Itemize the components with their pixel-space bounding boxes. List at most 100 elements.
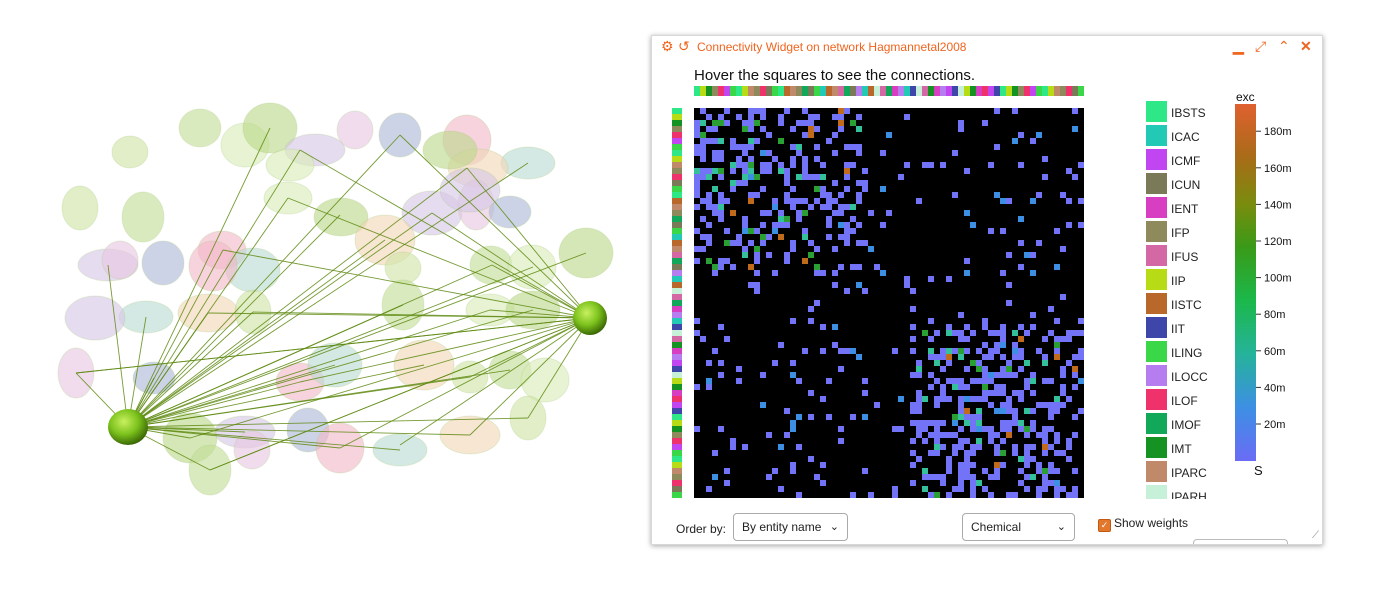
matrix-cell[interactable] xyxy=(766,474,772,480)
matrix-cell[interactable] xyxy=(892,426,898,432)
matrix-cell[interactable] xyxy=(736,162,742,168)
matrix-cell[interactable] xyxy=(694,246,700,252)
legend-item[interactable]: IENT xyxy=(1144,197,1214,219)
matrix-cell[interactable] xyxy=(958,444,964,450)
matrix-cell[interactable] xyxy=(994,342,1000,348)
matrix-cell[interactable] xyxy=(1006,372,1012,378)
legend-item[interactable]: ILOCC xyxy=(1144,365,1214,387)
matrix-cell[interactable] xyxy=(1060,402,1066,408)
matrix-cell[interactable] xyxy=(706,192,712,198)
matrix-cell[interactable] xyxy=(778,138,784,144)
matrix-cell[interactable] xyxy=(844,348,850,354)
matrix-cell[interactable] xyxy=(724,240,730,246)
matrix-cell[interactable] xyxy=(754,282,760,288)
matrix-cell[interactable] xyxy=(760,126,766,132)
matrix-cell[interactable] xyxy=(1000,336,1006,342)
matrix-cell[interactable] xyxy=(742,216,748,222)
matrix-cell[interactable] xyxy=(1024,474,1030,480)
show-weights-toggle[interactable]: ✓ Show weights xyxy=(1098,516,1188,532)
matrix-cell[interactable] xyxy=(1024,450,1030,456)
matrix-cell[interactable] xyxy=(916,456,922,462)
matrix-cell[interactable] xyxy=(898,426,904,432)
matrix-cell[interactable] xyxy=(754,288,760,294)
legend-item[interactable]: ICMF xyxy=(1144,149,1214,171)
matrix-cell[interactable] xyxy=(952,330,958,336)
matrix-cell[interactable] xyxy=(730,240,736,246)
matrix-cell[interactable] xyxy=(826,216,832,222)
matrix-cell[interactable] xyxy=(748,114,754,120)
matrix-cell[interactable] xyxy=(964,366,970,372)
matrix-cell[interactable] xyxy=(1000,402,1006,408)
matrix-cell[interactable] xyxy=(766,252,772,258)
matrix-cell[interactable] xyxy=(916,360,922,366)
matrix-cell[interactable] xyxy=(994,468,1000,474)
matrix-cell[interactable] xyxy=(802,132,808,138)
matrix-cell[interactable] xyxy=(730,144,736,150)
matrix-cell[interactable] xyxy=(844,228,850,234)
matrix-cell[interactable] xyxy=(820,192,826,198)
matrix-cell[interactable] xyxy=(718,156,724,162)
matrix-cell[interactable] xyxy=(802,210,808,216)
matrix-cell[interactable] xyxy=(748,162,754,168)
matrix-cell[interactable] xyxy=(826,198,832,204)
matrix-cell[interactable] xyxy=(916,402,922,408)
matrix-cell[interactable] xyxy=(742,162,748,168)
matrix-cell[interactable] xyxy=(820,480,826,486)
matrix-cell[interactable] xyxy=(742,252,748,258)
matrix-cell[interactable] xyxy=(976,414,982,420)
matrix-cell[interactable] xyxy=(790,162,796,168)
matrix-cell[interactable] xyxy=(1030,474,1036,480)
matrix-cell[interactable] xyxy=(952,432,958,438)
matrix-cell[interactable] xyxy=(982,354,988,360)
matrix-cell[interactable] xyxy=(856,264,862,270)
matrix-cell[interactable] xyxy=(784,216,790,222)
matrix-cell[interactable] xyxy=(910,450,916,456)
matrix-cell[interactable] xyxy=(820,204,826,210)
matrix-cell[interactable] xyxy=(958,408,964,414)
matrix-cell[interactable] xyxy=(988,438,994,444)
matrix-cell[interactable] xyxy=(766,432,772,438)
matrix-cell[interactable] xyxy=(760,372,766,378)
matrix-cell[interactable] xyxy=(832,180,838,186)
matrix-cell[interactable] xyxy=(844,186,850,192)
matrix-cell[interactable] xyxy=(784,174,790,180)
matrix-cell[interactable] xyxy=(838,120,844,126)
matrix-cell[interactable] xyxy=(838,192,844,198)
matrix-cell[interactable] xyxy=(880,150,886,156)
matrix-cell[interactable] xyxy=(760,402,766,408)
matrix-cell[interactable] xyxy=(940,396,946,402)
matrix-cell[interactable] xyxy=(772,222,778,228)
matrix-cell[interactable] xyxy=(1054,354,1060,360)
matrix-cell[interactable] xyxy=(808,414,814,420)
matrix-cell[interactable] xyxy=(802,198,808,204)
matrix-cell[interactable] xyxy=(904,282,910,288)
matrix-cell[interactable] xyxy=(844,222,850,228)
matrix-cell[interactable] xyxy=(862,390,868,396)
matrix-cell[interactable] xyxy=(796,174,802,180)
matrix-cell[interactable] xyxy=(736,156,742,162)
legend-item[interactable]: ILING xyxy=(1144,341,1214,363)
matrix-cell[interactable] xyxy=(790,186,796,192)
legend-item[interactable]: IPARC xyxy=(1144,461,1214,483)
matrix-cell[interactable] xyxy=(916,426,922,432)
matrix-cell[interactable] xyxy=(970,480,976,486)
legend-item[interactable]: IMOF xyxy=(1144,413,1214,435)
matrix-cell[interactable] xyxy=(994,372,1000,378)
matrix-cell[interactable] xyxy=(1060,372,1066,378)
matrix-cell[interactable] xyxy=(838,234,844,240)
matrix-cell[interactable] xyxy=(730,264,736,270)
matrix-cell[interactable] xyxy=(1048,330,1054,336)
matrix-cell[interactable] xyxy=(1066,456,1072,462)
matrix-cell[interactable] xyxy=(1048,378,1054,384)
matrix-cell[interactable] xyxy=(700,156,706,162)
matrix-cell[interactable] xyxy=(1054,438,1060,444)
matrix-cell[interactable] xyxy=(964,408,970,414)
matrix-cell[interactable] xyxy=(988,492,994,498)
matrix-cell[interactable] xyxy=(964,270,970,276)
matrix-cell[interactable] xyxy=(1042,360,1048,366)
matrix-cell[interactable] xyxy=(730,444,736,450)
matrix-cell[interactable] xyxy=(970,492,976,498)
matrix-cell[interactable] xyxy=(856,180,862,186)
matrix-cell[interactable] xyxy=(952,192,958,198)
matrix-cell[interactable] xyxy=(1078,348,1084,354)
